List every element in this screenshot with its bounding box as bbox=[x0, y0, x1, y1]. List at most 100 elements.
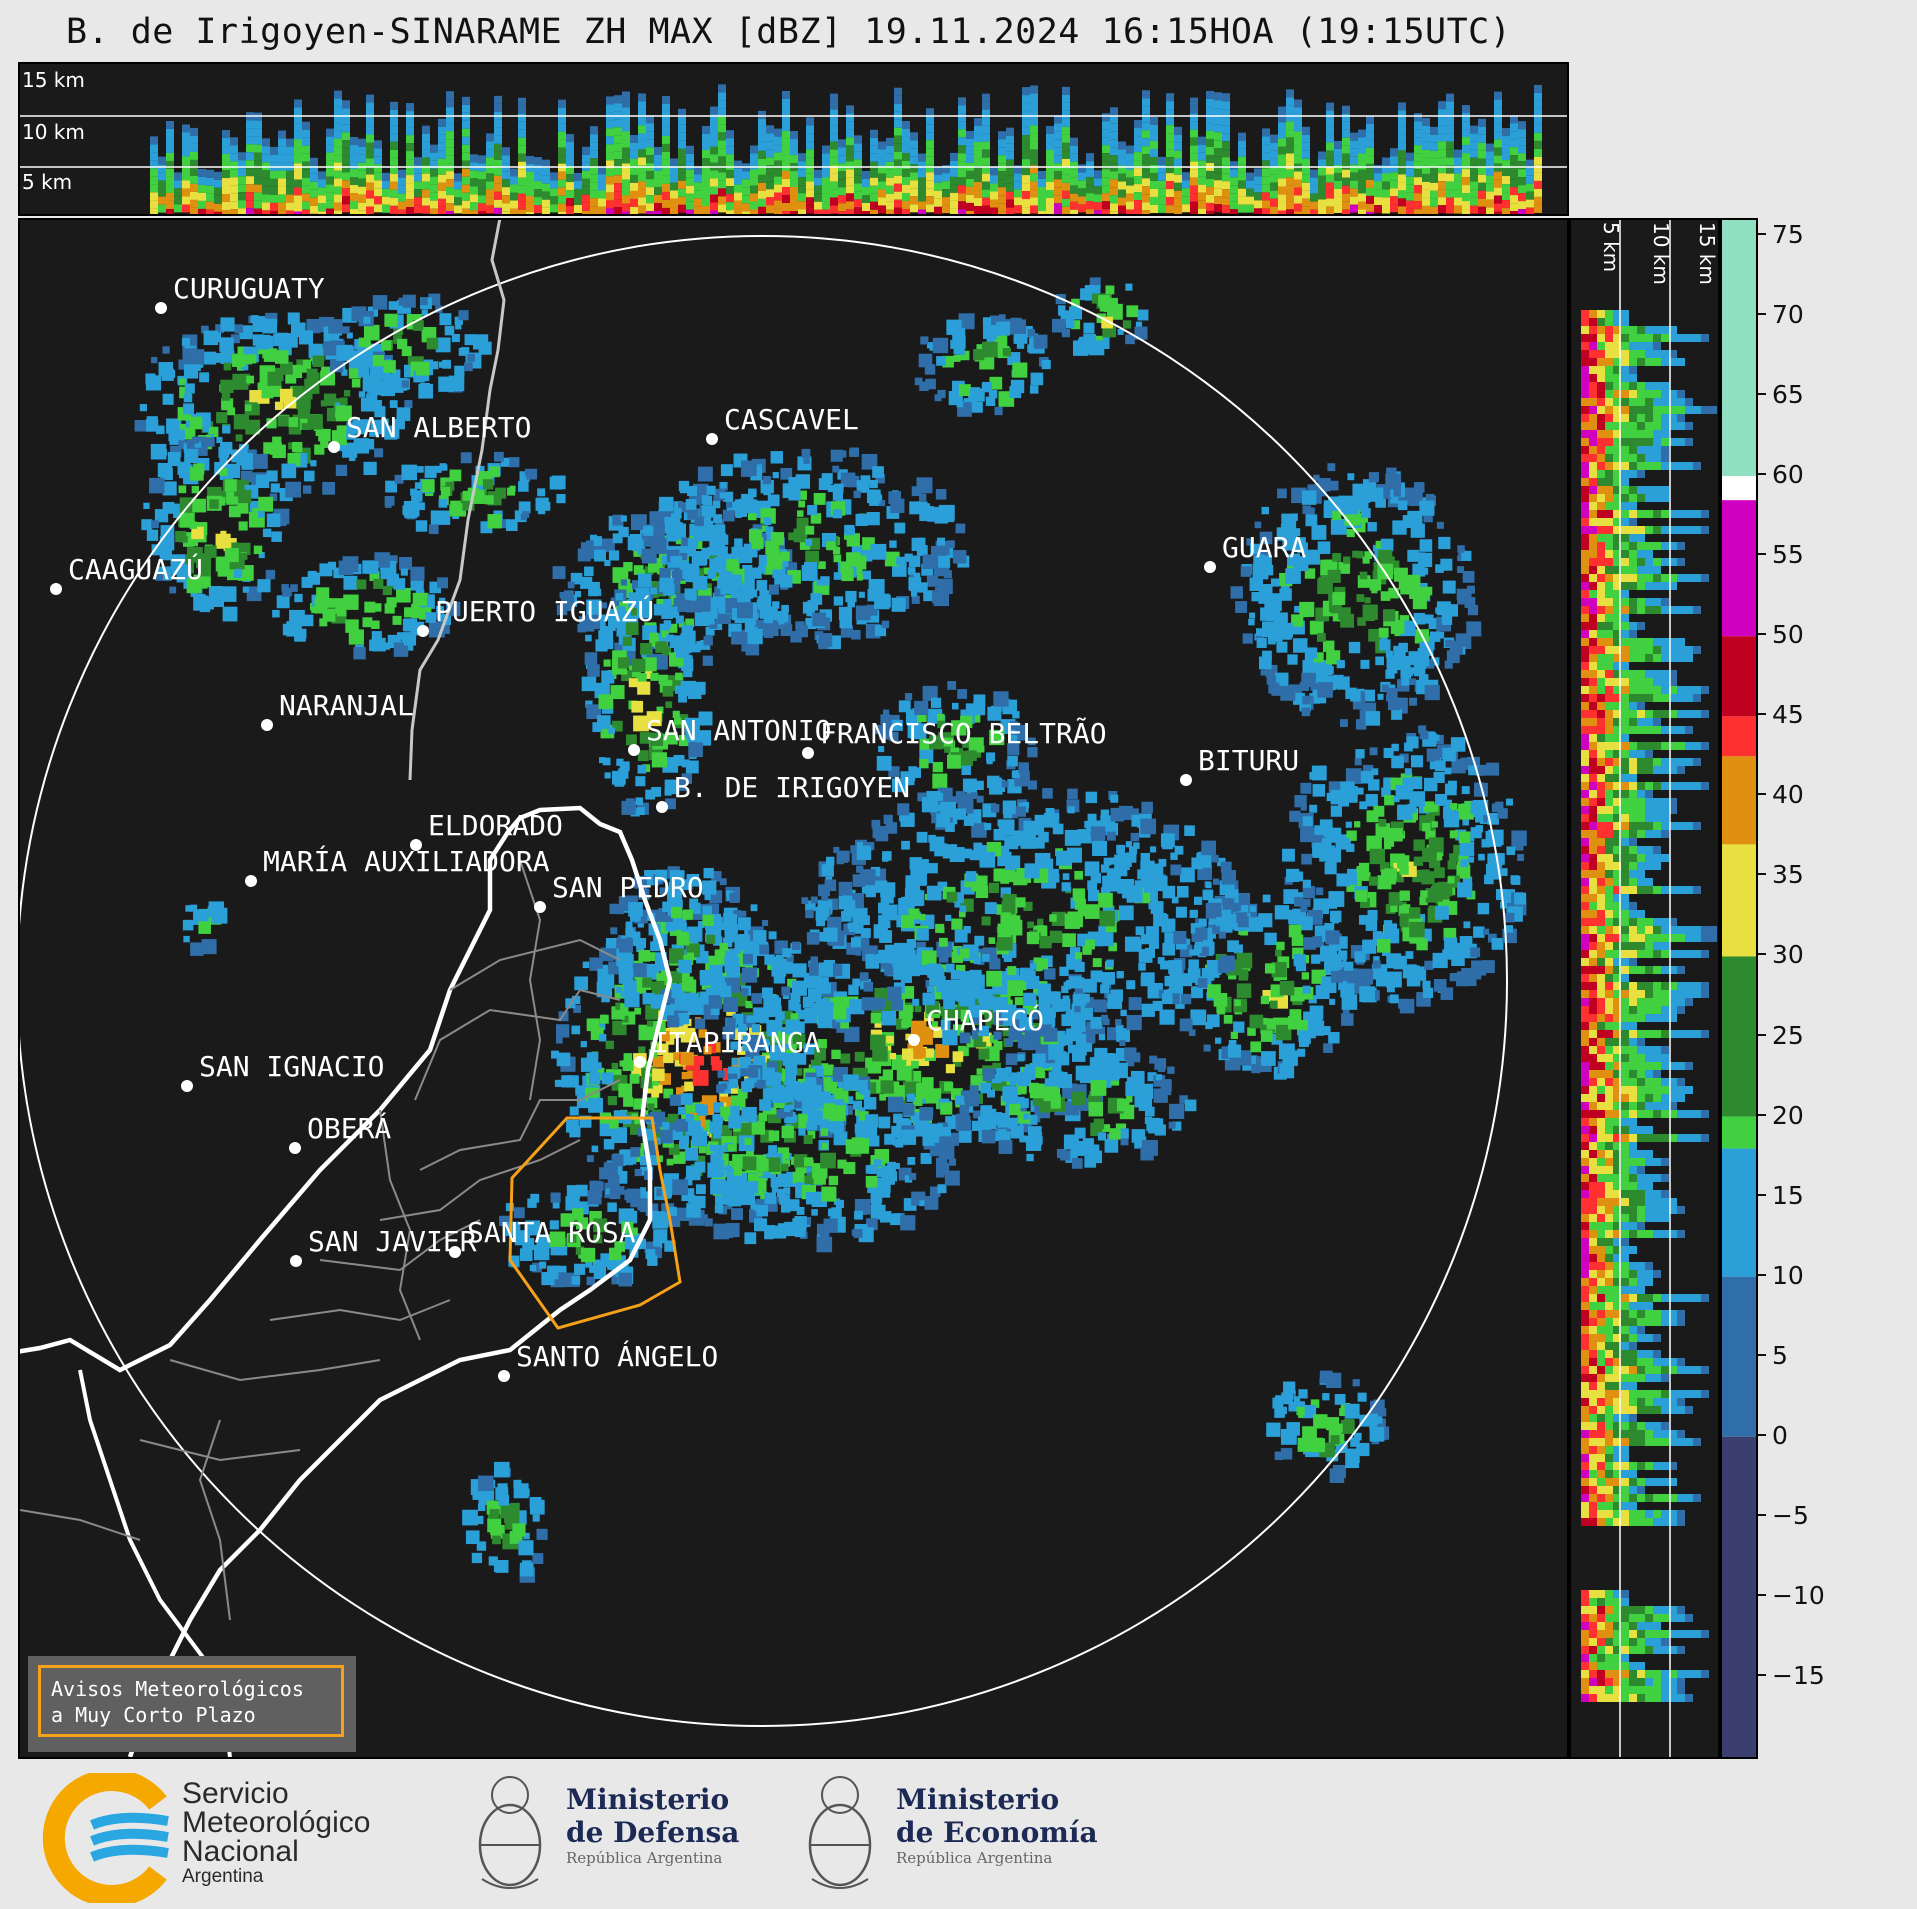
city-label-san-pedro: SAN PEDRO bbox=[552, 871, 704, 904]
city-dot-icon bbox=[802, 747, 814, 759]
right-profile-plot bbox=[1581, 220, 1717, 1757]
radar-range-ring bbox=[20, 235, 1508, 1727]
defensa-name: Ministerio de Defensa República Argentin… bbox=[566, 1783, 739, 1867]
city-dot-icon bbox=[498, 1370, 510, 1382]
colorbar-band bbox=[1722, 500, 1756, 637]
city-dot-icon bbox=[261, 719, 273, 731]
colorbar-tick-label: 15 bbox=[1772, 1180, 1804, 1210]
warning-legend-line1: Avisos Meteorológicos bbox=[51, 1677, 304, 1701]
height-label-15km-vertical: 15 km bbox=[1695, 222, 1719, 285]
colorbar-band bbox=[1722, 476, 1756, 501]
colorbar-tick-label: 50 bbox=[1772, 620, 1804, 650]
colorbar-band bbox=[1722, 716, 1756, 757]
radar-map[interactable]: CURUGUATY SAN ALBERTO CASCAVEL CAAGUAZÚ PUER… bbox=[18, 218, 1569, 1759]
colorbar-tick-label: 30 bbox=[1772, 940, 1804, 970]
smn-line1: Servicio bbox=[182, 1777, 289, 1810]
colorbar-tick-label: −5 bbox=[1772, 1500, 1809, 1530]
warning-polygon bbox=[508, 1116, 682, 1330]
economia-line1: Ministerio bbox=[896, 1783, 1060, 1816]
economia-line2: de Economía bbox=[896, 1816, 1098, 1849]
colorbar-tick-label: −15 bbox=[1772, 1660, 1825, 1690]
city-dot-icon bbox=[155, 302, 167, 314]
colorbar-tick-label: 40 bbox=[1772, 780, 1804, 810]
city-dot-icon bbox=[449, 1246, 461, 1258]
height-label-10km-vertical: 10 km bbox=[1649, 222, 1673, 285]
city-dot-icon bbox=[417, 625, 429, 637]
city-label-chapeco: CHAPECÓ bbox=[926, 1004, 1045, 1037]
colorbar-band bbox=[1722, 1116, 1756, 1149]
city-label-eldorado: ELDORADO bbox=[428, 809, 563, 842]
city-dot-icon bbox=[290, 1255, 302, 1267]
colorbar-tick-label: 5 bbox=[1772, 1340, 1788, 1370]
city-label-cascavel: CASCAVEL bbox=[724, 403, 859, 436]
city-dot-icon bbox=[328, 441, 340, 453]
city-dot-icon bbox=[534, 901, 546, 913]
smn-logo-icon bbox=[42, 1773, 169, 1903]
colorbar-tick-label: 65 bbox=[1772, 380, 1804, 410]
city-label-b-de-irigoyen: B. DE IRIGOYEN bbox=[674, 771, 911, 804]
department-boundaries bbox=[20, 859, 621, 1621]
colorbar-tick-label: 60 bbox=[1772, 460, 1804, 490]
colorbar-band bbox=[1722, 844, 1756, 957]
city-label-puerto-iguazu: PUERTO IGUAZÚ bbox=[435, 595, 655, 628]
defensa-line2: de Defensa bbox=[566, 1816, 740, 1849]
city-label-san-javier: SAN JAVIER bbox=[308, 1225, 477, 1258]
colorbar-band bbox=[1722, 956, 1756, 1117]
river-border bbox=[20, 805, 673, 1757]
defensa-line3: República Argentina bbox=[566, 1849, 723, 1867]
colorbar-band bbox=[1722, 636, 1756, 717]
city-label-naranjal: NARANJAL bbox=[279, 689, 414, 722]
footer-logos: Servicio Meteorológico Nacional Argentin… bbox=[0, 1761, 1917, 1909]
colorbar-tick-label: 0 bbox=[1772, 1420, 1788, 1450]
colorbar-ticks: 75 70 65 60 55 50 45 40 35 30 25 20 15 10 5 0 −5 −10 −15 bbox=[1758, 218, 1858, 1759]
colorbar-tick-label: 20 bbox=[1772, 1100, 1804, 1130]
city-label-san-ignacio: SAN IGNACIO bbox=[199, 1050, 385, 1083]
city-dot-icon bbox=[656, 801, 668, 813]
colorbar-tick-label: 45 bbox=[1772, 700, 1804, 730]
colorbar-tick-label: 75 bbox=[1772, 220, 1804, 249]
colorbar-band bbox=[1722, 1436, 1756, 1757]
colorbar-band bbox=[1722, 1276, 1756, 1437]
city-dot-icon bbox=[181, 1080, 193, 1092]
city-label-itapiranga: ITAPIRANGA bbox=[652, 1026, 821, 1059]
city-dot-icon bbox=[628, 744, 640, 756]
city-dot-icon bbox=[1204, 561, 1216, 573]
warning-legend-line2: a Muy Corto Plazo bbox=[51, 1703, 256, 1727]
colorbar-tick-label: 10 bbox=[1772, 1260, 1804, 1290]
colorbar-tick-label: 25 bbox=[1772, 1020, 1804, 1050]
city-dot-icon bbox=[289, 1142, 301, 1154]
dbz-colorbar bbox=[1720, 218, 1758, 1759]
colorbar-tick-label: −10 bbox=[1772, 1580, 1825, 1610]
smn-line3: Nacional bbox=[182, 1835, 299, 1868]
coat-of-arms-defensa-icon bbox=[478, 1776, 542, 1889]
economia-name: Ministerio de Economía República Argenti… bbox=[896, 1783, 1098, 1867]
colorbar-tick-label: 35 bbox=[1772, 860, 1804, 890]
warning-legend: Avisos Meteorológicos a Muy Corto Plazo bbox=[38, 1665, 344, 1737]
colorbar-tick-label: 70 bbox=[1772, 300, 1804, 330]
city-dot-icon bbox=[1180, 774, 1192, 786]
city-dot-icon bbox=[245, 875, 257, 887]
city-label-santa-rosa: SANTA ROSA bbox=[467, 1216, 636, 1249]
city-dot-icon bbox=[706, 433, 718, 445]
colorbar-band bbox=[1722, 756, 1756, 845]
city-dot-icon bbox=[634, 1056, 646, 1068]
city-label-francisco-beltrao: FRANCISCO BELTRÃO bbox=[820, 717, 1107, 750]
city-dot-icon bbox=[410, 839, 422, 851]
height-label-5km-vertical: 5 km bbox=[1599, 222, 1623, 273]
border-line-north bbox=[408, 220, 506, 781]
city-dot-icon bbox=[908, 1034, 920, 1046]
smn-name: Servicio Meteorológico Nacional Argentin… bbox=[182, 1779, 370, 1888]
top-profile-plot bbox=[20, 84, 1567, 214]
colorbar-band bbox=[1722, 1148, 1756, 1277]
defensa-line1: Ministerio bbox=[566, 1783, 730, 1816]
city-label-santo-angelo: SANTO ÁNGELO bbox=[516, 1340, 719, 1373]
smn-line4: Argentina bbox=[182, 1866, 264, 1887]
colorbar-band bbox=[1722, 220, 1756, 477]
city-dot-icon bbox=[50, 583, 62, 595]
colorbar-tick-label: 55 bbox=[1772, 540, 1804, 570]
city-label-guara: GUARA bbox=[1222, 531, 1307, 564]
city-label-curuguaty: CURUGUATY bbox=[173, 272, 325, 305]
city-label-caaguazu: CAAGUAZÚ bbox=[68, 553, 203, 586]
city-label-san-alberto: SAN ALBERTO bbox=[346, 411, 532, 444]
coat-of-arms-economia-icon bbox=[808, 1776, 872, 1889]
